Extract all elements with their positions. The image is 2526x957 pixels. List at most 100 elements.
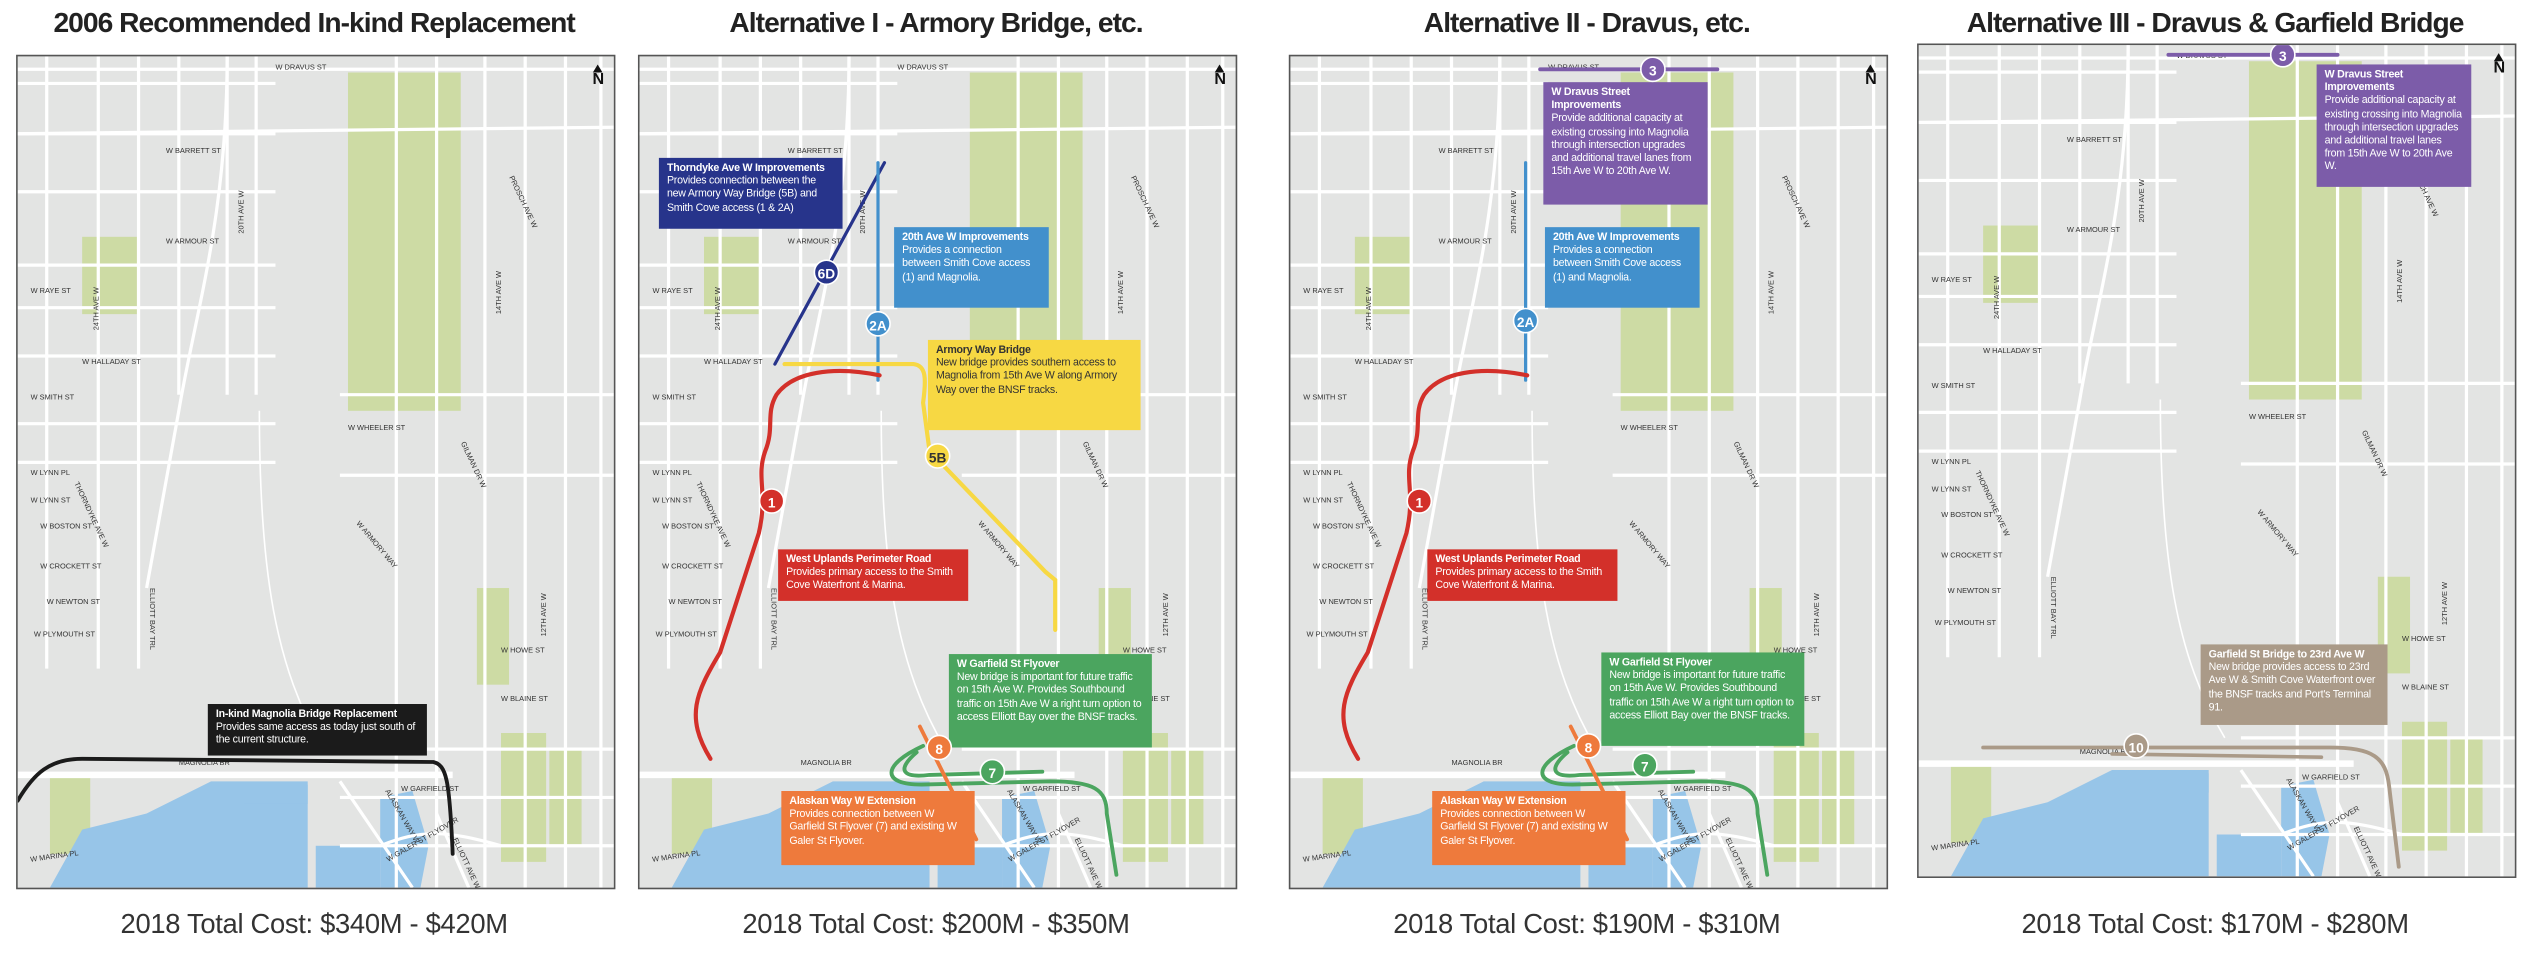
street-label: W WHEELER ST (2249, 412, 2307, 421)
project-badge-3: 3 (2269, 45, 2296, 68)
callout-armory-way-bridge: Armory Way Bridge New bridge provides sou… (927, 339, 1141, 431)
callout-alaskan-way-w-extension: Alaskan Way W Extension Provides connecti… (781, 791, 975, 866)
street-label: W NEWTON ST (669, 597, 723, 606)
street-label: W BOSTON ST (40, 521, 92, 530)
street-label: W RAYE ST (31, 286, 72, 295)
callout-alaskan-way-w-extension: Alaskan Way W Extension Provides connecti… (1432, 791, 1626, 866)
map-inkind: W DRAVUS ST W BARRETT ST W ARMOUR ST W RAYE… (16, 54, 616, 890)
route-line (693, 368, 882, 761)
project-badge-2a: 2A (1512, 307, 1539, 334)
street-label: W PLYMOUTH ST (1307, 629, 1369, 638)
callout-body: New bridge provides southern access to M… (935, 357, 1117, 396)
callout-title: Thorndyke Ave W Improvements (666, 162, 825, 174)
panel-title: 2006 Recommended In-kind Replacement (53, 6, 575, 39)
street-label: W BOSTON ST (662, 521, 714, 530)
callout-w-dravus-street-improvements: W Dravus Street Improvements Provide addi… (1543, 82, 1708, 205)
street-label: W BOSTON ST (1941, 510, 1993, 519)
north-arrow-icon: N (1865, 64, 1877, 89)
street-label: W SMITH ST (31, 393, 75, 402)
street-label: W DRAVUS ST (275, 62, 326, 71)
callout-body: Provides a connection between Smith Cove… (1553, 245, 1682, 283)
callout-body: Provides a connection between Smith Cove… (902, 245, 1031, 283)
street-label: 24TH AVE W (713, 287, 722, 330)
total-cost: 2018 Total Cost: $200M - $350M (742, 908, 1130, 940)
street-label: W BLAINE ST (2402, 683, 2449, 692)
route-line (17, 756, 455, 856)
street-label: W LYNN ST (1932, 484, 1972, 493)
base-map (1918, 45, 2515, 877)
street-label: W NEWTON ST (47, 597, 101, 606)
street-label: W LYNN PL (1303, 468, 1342, 477)
street-label: W NEWTON ST (1319, 597, 1373, 606)
street-label: W CROCKETT ST (40, 562, 102, 571)
route-line (1981, 745, 2401, 869)
route-line (902, 750, 1045, 778)
callout-body: New bridge is important for future traff… (1609, 670, 1794, 722)
panel-title: Alternative I - Armory Bridge, etc. (729, 6, 1143, 39)
street-label: W GARFIELD ST (1674, 784, 1732, 793)
street-label: W BARRETT ST (166, 146, 221, 155)
callout-20th-ave-w-improvements: 20th Ave W Improvements Provides a connec… (894, 227, 1049, 308)
map-canvas: W DRAVUS ST W BARRETT ST W ARMOUR ST W RAYE… (17, 56, 614, 888)
north-arrow-icon: N (2493, 53, 2505, 77)
street-label: ELLIOTT BAY TRL (770, 588, 779, 650)
callout-west-uplands-perimeter-road: West Uplands Perimeter Road Provides prim… (1427, 549, 1618, 601)
street-label: W LYNN PL (1932, 457, 1971, 466)
street-label: 12TH AVE W (1812, 593, 1821, 636)
route-line (1553, 750, 1696, 778)
street-label: ELLIOTT BAY TRL (148, 588, 157, 650)
water (49, 781, 308, 888)
proposed-routes (17, 756, 455, 856)
street-label: 12TH AVE W (1161, 593, 1170, 636)
proposed-routes (1981, 52, 2401, 869)
project-badge-7: 7 (1631, 752, 1658, 779)
street-label: W HALLADAY ST (1355, 357, 1414, 366)
panel-title: Alternative III - Dravus & Garfield Brid… (1966, 6, 2465, 39)
street-label: W HALLADAY ST (704, 357, 763, 366)
street-label: W HALLADAY ST (1983, 346, 2042, 355)
street-label: W PLYMOUTH ST (656, 629, 718, 638)
street-label: W PLYMOUTH ST (1935, 618, 1997, 627)
project-badge-1: 1 (758, 488, 785, 514)
street-label: W GARFIELD ST (1023, 784, 1081, 793)
street-label: 14TH AVE W (1767, 271, 1776, 314)
project-badge-8: 8 (1575, 733, 1602, 759)
park (347, 72, 461, 411)
callout-thorndyke-ave-w-improvements: Thorndyke Ave W Improvements Provides con… (658, 157, 843, 229)
callout-title: West Uplands Perimeter Road (786, 554, 932, 566)
street-label: W RAYE ST (652, 286, 693, 295)
street-label: MAGNOLIA BR (801, 758, 852, 767)
total-cost: 2018 Total Cost: $170M - $280M (2021, 908, 2410, 940)
street-label: ELLIOTT BAY TRL (1421, 588, 1430, 650)
park (1983, 225, 2038, 303)
park (82, 236, 137, 315)
street-label: W SMITH ST (1303, 393, 1347, 402)
callout-in-kind-magnolia-bridge-replacement: In-kind Magnolia Bridge Replacement Provi… (207, 704, 427, 756)
street-label: W GARFIELD ST (2302, 773, 2360, 782)
street-label: W BARRETT ST (1439, 146, 1494, 155)
project-badge-7: 7 (979, 758, 1006, 785)
project-badge-6d: 6D (813, 259, 840, 286)
callout-body: New bridge is important for future traff… (956, 672, 1142, 724)
callout-body: Provides connection between W Garfield S… (789, 809, 957, 847)
street-label: W NEWTON ST (1948, 586, 2002, 595)
callout-title: Garfield St Bridge to 23rd Ave W (2208, 649, 2365, 661)
route-line (2110, 752, 2324, 759)
street-label: W RAYE ST (1932, 275, 1973, 284)
street-label: W LYNN ST (1303, 496, 1343, 505)
street-label: W ARMOUR ST (1439, 236, 1493, 245)
project-badge-3: 3 (1639, 56, 1666, 83)
park (1354, 236, 1410, 315)
street-label: 24TH AVE W (91, 287, 100, 330)
callout-title: W Dravus Street Improvements (2324, 69, 2404, 94)
street-label: W CROCKETT ST (1941, 550, 2003, 559)
street-label: 20TH AVE W (236, 191, 245, 234)
route-line (782, 361, 1058, 632)
street-label: 12TH AVE W (539, 593, 548, 636)
callout-w-garfield-st-flyover: W Garfield St Flyover New bridge is impor… (1601, 652, 1805, 746)
route-line (1341, 368, 1530, 761)
callout-body: Provide additional capacity at existing … (2324, 95, 2462, 174)
north-label: N (1865, 70, 1877, 89)
street-label: W BLAINE ST (501, 694, 548, 703)
